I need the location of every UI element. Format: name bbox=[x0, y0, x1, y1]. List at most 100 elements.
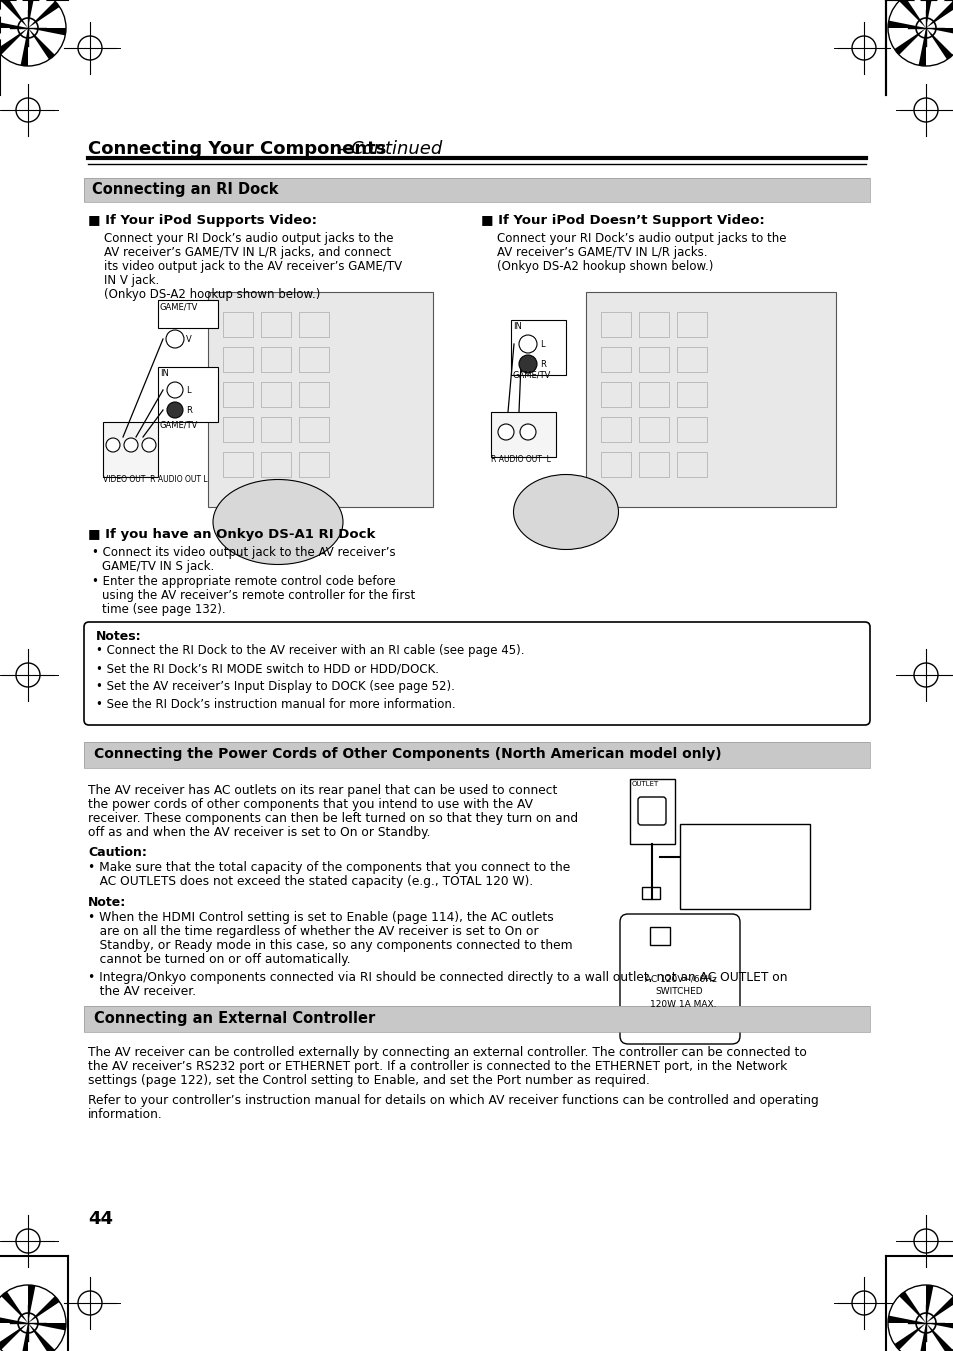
Wedge shape bbox=[28, 1323, 66, 1331]
Text: ■ If you have an Onkyo DS-A1 RI Dock: ■ If you have an Onkyo DS-A1 RI Dock bbox=[88, 528, 375, 540]
Text: VIDEO OUT  R AUDIO OUT L: VIDEO OUT R AUDIO OUT L bbox=[103, 476, 208, 484]
Text: Connecting Your Components: Connecting Your Components bbox=[88, 141, 386, 158]
Ellipse shape bbox=[513, 474, 618, 550]
Text: • Connect its video output jack to the AV receiver’s: • Connect its video output jack to the A… bbox=[91, 546, 395, 559]
Text: GAME/TV: GAME/TV bbox=[513, 370, 551, 380]
Wedge shape bbox=[898, 0, 925, 28]
Bar bbox=[208, 292, 433, 507]
Wedge shape bbox=[1, 0, 28, 28]
Text: Caution:: Caution: bbox=[88, 846, 147, 859]
Text: R: R bbox=[539, 359, 545, 369]
Text: settings (page 122), set the Control setting to Enable, and set the Port number : settings (page 122), set the Control set… bbox=[88, 1074, 649, 1088]
Bar bbox=[639, 453, 668, 477]
Text: 120W 1A MAX.: 120W 1A MAX. bbox=[649, 1000, 716, 1009]
Circle shape bbox=[518, 335, 537, 353]
Text: Connecting an RI Dock: Connecting an RI Dock bbox=[91, 182, 278, 197]
Wedge shape bbox=[28, 1285, 35, 1323]
Bar bbox=[629, 780, 675, 844]
Bar bbox=[641, 888, 659, 898]
Wedge shape bbox=[888, 28, 925, 42]
Bar bbox=[84, 742, 869, 767]
Wedge shape bbox=[925, 1323, 953, 1331]
Wedge shape bbox=[7, 28, 28, 63]
Wedge shape bbox=[918, 1323, 925, 1351]
Bar bbox=[223, 417, 253, 442]
Text: IN: IN bbox=[513, 322, 521, 331]
Text: GAME/TV IN S jack.: GAME/TV IN S jack. bbox=[102, 561, 214, 573]
Wedge shape bbox=[925, 28, 952, 59]
Wedge shape bbox=[0, 1323, 28, 1337]
Text: Connect your RI Dock’s audio output jacks to the: Connect your RI Dock’s audio output jack… bbox=[104, 232, 393, 245]
Text: • Set the AV receiver’s Input Display to DOCK (see page 52).: • Set the AV receiver’s Input Display to… bbox=[96, 680, 455, 693]
Circle shape bbox=[106, 438, 120, 453]
Text: (Onkyo DS-A2 hookup shown below.): (Onkyo DS-A2 hookup shown below.) bbox=[497, 259, 713, 273]
Text: AV receiver’s GAME/TV IN L/R jacks.: AV receiver’s GAME/TV IN L/R jacks. bbox=[497, 246, 707, 259]
Text: time (see page 132).: time (see page 132). bbox=[102, 603, 226, 616]
Bar bbox=[600, 382, 630, 407]
Bar bbox=[84, 1006, 869, 1032]
FancyBboxPatch shape bbox=[619, 915, 740, 1044]
Text: L: L bbox=[539, 340, 544, 349]
Wedge shape bbox=[28, 14, 65, 28]
Bar bbox=[677, 347, 706, 372]
Wedge shape bbox=[0, 1316, 28, 1323]
Bar bbox=[261, 453, 291, 477]
Text: off as and when the AV receiver is set to On or Standby.: off as and when the AV receiver is set t… bbox=[88, 825, 430, 839]
Bar bbox=[639, 417, 668, 442]
Text: • When the HDMI Control setting is set to Enable (page 114), the AC outlets: • When the HDMI Control setting is set t… bbox=[88, 911, 553, 924]
Wedge shape bbox=[910, 1286, 925, 1323]
Wedge shape bbox=[925, 1323, 940, 1351]
Text: • Integra/Onkyo components connected via RI should be connected directly to a wa: • Integra/Onkyo components connected via… bbox=[88, 971, 786, 984]
Bar bbox=[600, 453, 630, 477]
Wedge shape bbox=[925, 1296, 953, 1323]
Bar bbox=[298, 312, 329, 336]
Text: The AV receiver can be controlled externally by connecting an external controlle: The AV receiver can be controlled extern… bbox=[88, 1046, 806, 1059]
Bar bbox=[261, 347, 291, 372]
Bar bbox=[585, 292, 835, 507]
Wedge shape bbox=[925, 0, 932, 28]
Bar bbox=[261, 417, 291, 442]
Wedge shape bbox=[13, 0, 28, 28]
Wedge shape bbox=[925, 0, 946, 28]
Bar bbox=[677, 417, 706, 442]
Bar bbox=[585, 292, 835, 507]
Text: are on all the time regardless of whether the AV receiver is set to On or: are on all the time regardless of whethe… bbox=[88, 925, 538, 938]
Bar bbox=[491, 412, 556, 457]
Wedge shape bbox=[925, 14, 953, 28]
Text: OUTLET: OUTLET bbox=[631, 781, 659, 788]
Bar bbox=[223, 347, 253, 372]
Bar bbox=[600, 417, 630, 442]
Ellipse shape bbox=[213, 480, 343, 565]
Text: L: L bbox=[186, 386, 191, 394]
Wedge shape bbox=[925, 1309, 953, 1323]
Text: The AV receiver has AC outlets on its rear panel that can be used to connect: The AV receiver has AC outlets on its re… bbox=[88, 784, 557, 797]
Wedge shape bbox=[28, 28, 66, 35]
Circle shape bbox=[167, 403, 183, 417]
Text: IN V jack.: IN V jack. bbox=[104, 274, 159, 286]
Bar bbox=[84, 178, 869, 203]
Wedge shape bbox=[28, 28, 55, 59]
Text: V: V bbox=[186, 335, 192, 345]
Text: using the AV receiver’s remote controller for the first: using the AV receiver’s remote controlle… bbox=[102, 589, 415, 603]
Text: Continued: Continued bbox=[350, 141, 442, 158]
Text: 44: 44 bbox=[88, 1210, 112, 1228]
Text: AC 120V~/60Hz: AC 120V~/60Hz bbox=[644, 974, 716, 984]
Wedge shape bbox=[0, 1323, 28, 1350]
Wedge shape bbox=[21, 1323, 28, 1351]
Wedge shape bbox=[890, 7, 925, 28]
Wedge shape bbox=[925, 28, 953, 35]
Text: receiver. These components can then be left turned on so that they turn on and: receiver. These components can then be l… bbox=[88, 812, 578, 825]
FancyBboxPatch shape bbox=[638, 797, 665, 825]
Text: the AV receiver’s RS232 port or ETHERNET port. If a controller is connected to t: the AV receiver’s RS232 port or ETHERNET… bbox=[88, 1061, 786, 1073]
Text: AC OUTLETS does not exceed the stated capacity (e.g., TOTAL 120 W).: AC OUTLETS does not exceed the stated ca… bbox=[88, 875, 533, 888]
Text: • Make sure that the total capacity of the components that you connect to the: • Make sure that the total capacity of t… bbox=[88, 861, 570, 874]
Text: its video output jack to the AV receiver’s GAME/TV: its video output jack to the AV receiver… bbox=[104, 259, 402, 273]
Bar bbox=[639, 347, 668, 372]
Wedge shape bbox=[0, 1302, 28, 1323]
Wedge shape bbox=[894, 28, 925, 55]
Text: cannot be turned on or off automatically.: cannot be turned on or off automatically… bbox=[88, 952, 351, 966]
Wedge shape bbox=[28, 1, 59, 28]
Text: ■ If Your iPod Doesn’t Support Video:: ■ If Your iPod Doesn’t Support Video: bbox=[480, 213, 764, 227]
Wedge shape bbox=[0, 7, 28, 28]
Wedge shape bbox=[890, 1302, 925, 1323]
